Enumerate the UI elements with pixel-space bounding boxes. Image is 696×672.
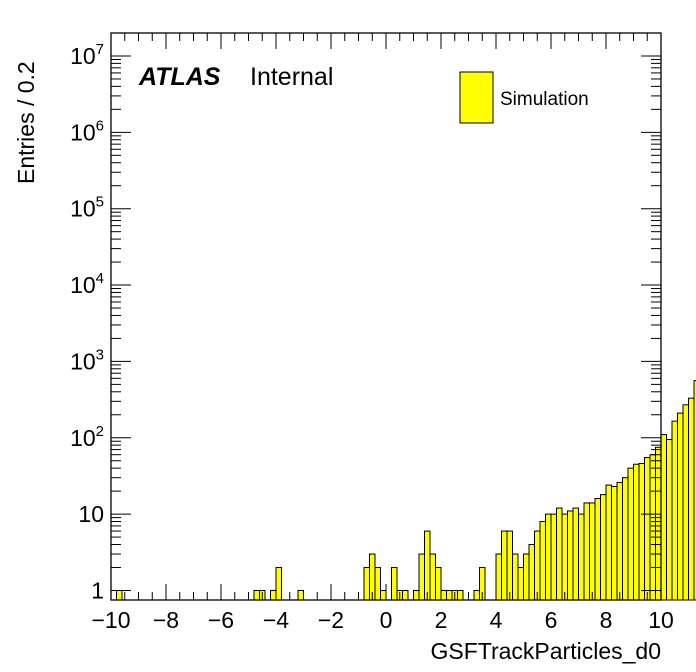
histogram-bar: [638, 463, 645, 601]
legend: Simulation: [459, 71, 589, 124]
histogram-bar: [539, 521, 546, 601]
histogram-bar: [666, 438, 673, 601]
histogram-bar: [253, 589, 260, 601]
x-tick-label: 4: [490, 607, 503, 633]
histogram-bar: [446, 589, 453, 601]
histogram-bar: [594, 498, 601, 601]
histogram-bar: [418, 553, 425, 601]
histogram-bar: [583, 502, 590, 601]
histogram-bar: [589, 502, 596, 601]
x-tick-label: 2: [435, 607, 448, 633]
histogram-bar: [550, 513, 557, 601]
y-tick-label: 107: [70, 41, 104, 69]
x-axis-title: GSFTrackParticles_d0: [431, 638, 662, 664]
y-axis-title: Entries / 0.2: [13, 61, 39, 184]
histogram-bar: [545, 513, 552, 601]
internal-label: Internal: [250, 63, 333, 91]
histogram-bar: [567, 510, 574, 601]
y-tick-exponent: 4: [96, 270, 104, 287]
histogram-bar: [429, 553, 436, 601]
y-tick-exponent: 2: [96, 423, 104, 440]
histogram-bar: [561, 513, 568, 601]
histogram-bar: [605, 484, 612, 601]
x-tick-label: −8: [153, 607, 179, 633]
histogram-bar: [572, 507, 579, 601]
x-tick-label: 6: [545, 607, 558, 633]
x-tick-label: −2: [318, 607, 344, 633]
histogram-bar: [523, 553, 530, 601]
histogram-bar: [512, 553, 519, 601]
y-tick-label: 104: [70, 270, 104, 298]
histogram-bar: [501, 530, 508, 601]
histogram-bar: [363, 566, 370, 601]
histogram-bar: [506, 530, 513, 601]
legend-entry: Simulation: [500, 89, 589, 110]
y-tick-label: 105: [70, 194, 104, 222]
histogram-bar: [655, 446, 662, 601]
histogram-bar: [682, 404, 689, 601]
histogram-bar: [627, 467, 634, 601]
histogram-bar: [374, 566, 381, 601]
histogram-bar: [534, 530, 541, 601]
histogram-bar: [270, 589, 277, 601]
histogram-bar: [671, 420, 678, 601]
histogram-bar: [435, 566, 442, 601]
histogram-bar: [413, 589, 420, 601]
y-tick-label: 10: [78, 501, 104, 527]
histogram-bar: [644, 457, 651, 601]
histogram-bar: [528, 543, 535, 601]
histogram-bar: [677, 412, 684, 601]
y-tick-exponent: 3: [96, 346, 104, 363]
histogram-bar: [402, 589, 409, 601]
x-tick-label: −4: [263, 607, 289, 633]
x-tick-label: −10: [91, 607, 130, 633]
y-tick-exponent: 7: [96, 41, 104, 58]
histogram-bar: [578, 513, 585, 601]
x-tick-label: 8: [600, 607, 613, 633]
y-tick-exponent: 5: [96, 194, 104, 211]
y-tick-exponent: 6: [96, 117, 104, 134]
histogram-bar: [688, 397, 695, 601]
histogram-bar: [633, 463, 640, 601]
x-tick-label: −6: [208, 607, 234, 633]
histogram-bar: [556, 507, 563, 601]
histogram-bar: [457, 589, 464, 601]
histogram-bar: [611, 485, 618, 601]
y-tick-label: 102: [70, 423, 104, 451]
y-tick-label: 106: [70, 117, 104, 145]
x-tick-label: 10: [648, 607, 674, 633]
histogram-bar: [517, 566, 524, 601]
legend-swatch: [459, 71, 494, 124]
histogram-bar: [693, 380, 696, 601]
histogram-bars: [116, 380, 696, 601]
histogram-bar: [391, 566, 398, 601]
histogram-bar: [649, 454, 656, 601]
histogram-bar: [440, 589, 447, 601]
histogram-bar: [116, 589, 123, 601]
histogram-bar: [380, 589, 387, 601]
y-tick-label: 1: [91, 577, 104, 603]
histogram-bar: [616, 481, 623, 601]
histogram-bar: [473, 589, 480, 601]
histogram-bar: [600, 494, 607, 601]
atlas-label: ATLAS: [138, 63, 221, 91]
histogram-bar: [424, 530, 431, 601]
axis-tick-labels: −10 −8 −6 −4 −2 0 2 4 6 8 10 1 10 102 103 104 105 106 107: [70, 41, 674, 633]
y-tick-label: 103: [70, 346, 104, 374]
histogram-bar: [495, 553, 502, 601]
histogram-bar: [275, 566, 282, 601]
histogram-bar: [660, 434, 667, 601]
axis-ticks: [110, 32, 662, 600]
histogram-bar: [297, 589, 304, 601]
x-tick-label: 0: [380, 607, 393, 633]
histogram-bar: [622, 477, 629, 601]
